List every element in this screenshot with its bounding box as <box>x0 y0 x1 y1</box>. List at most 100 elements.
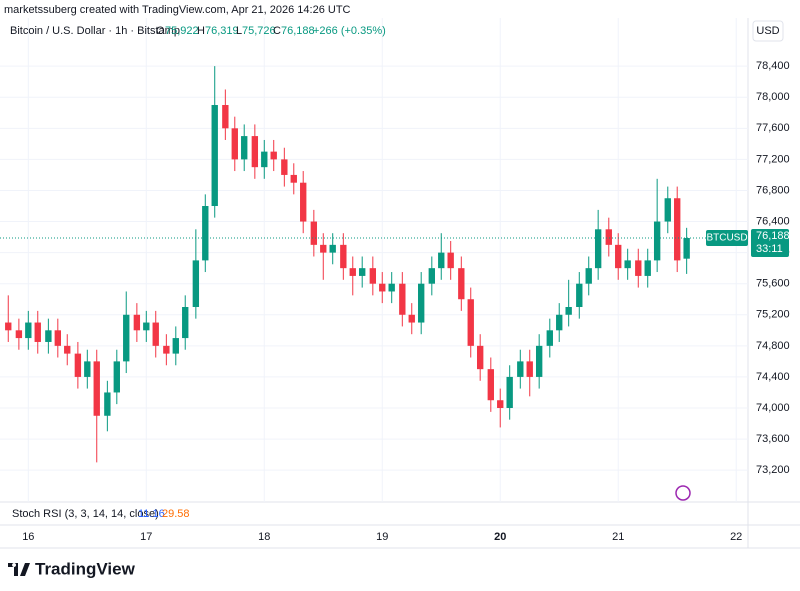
candle-body <box>54 330 61 346</box>
candle-body <box>535 345 543 377</box>
y-tick-label: 74,400 <box>756 371 790 383</box>
candle-body <box>399 283 406 315</box>
symbol: Bitcoin / U.S. Dollar · 1h · Bitstamp <box>10 25 180 37</box>
y-tick-label: 73,600 <box>756 433 790 445</box>
header: marketssuberg created with TradingView.c… <box>4 4 351 16</box>
candle-body <box>565 307 572 315</box>
candle-body <box>172 338 179 354</box>
candle-body <box>64 345 71 354</box>
x-tick-label: 21 <box>612 531 624 543</box>
high-value: 76,319 <box>205 25 239 37</box>
candle-body <box>133 314 141 331</box>
y-tick-label: 78,400 <box>756 60 790 72</box>
currency-button[interactable] <box>752 20 784 42</box>
y-tick-label: 73,200 <box>756 464 790 476</box>
brand-name: TradingView <box>35 559 136 578</box>
candle-body <box>497 400 504 408</box>
y-tick-label: 76,800 <box>756 184 790 196</box>
x-tick-label: 18 <box>258 531 270 543</box>
y-tick-label: 77,200 <box>756 153 790 165</box>
candle-body <box>653 221 661 261</box>
low-label: L <box>236 25 242 37</box>
candle-body <box>408 314 415 323</box>
low-value: 75,726 <box>242 25 276 37</box>
candle-body <box>487 369 494 401</box>
y-tick-label: 76,400 <box>756 215 790 227</box>
price-tag-value: 76,188 <box>756 230 790 242</box>
candle-body <box>222 105 229 129</box>
candle-body <box>202 206 209 261</box>
candle-body <box>261 151 268 168</box>
currency: USD <box>756 25 779 37</box>
candle-body <box>467 299 474 346</box>
change: +266 (+0.35%) <box>313 25 386 37</box>
candle-body <box>15 330 23 339</box>
candle-body <box>113 361 120 393</box>
candle-body <box>320 244 327 253</box>
x-tick-label: 20 <box>494 531 506 543</box>
candle-body <box>418 283 425 323</box>
candle-body <box>300 182 307 222</box>
stoch-k: 11.16 <box>138 508 165 520</box>
candle-body <box>546 330 553 346</box>
candle-body <box>74 353 82 377</box>
open-value: 75,922 <box>165 25 199 37</box>
candle-body <box>359 268 366 276</box>
candle-body <box>506 376 513 408</box>
y-tick-label: 77,600 <box>756 122 790 134</box>
candle-body <box>476 345 484 370</box>
close-value: 76,188 <box>281 25 315 37</box>
symbol-tag-text: BTCUSD <box>706 233 747 244</box>
indicator-name: Stoch RSI (3, 3, 14, 14, close) <box>12 508 159 520</box>
candle-body <box>34 322 41 342</box>
candle-body <box>517 361 524 377</box>
symbol-tag <box>706 230 748 247</box>
candle-body <box>585 268 592 284</box>
candle-body <box>594 229 602 269</box>
candles <box>5 66 690 463</box>
candle-body <box>458 268 465 300</box>
candle-body <box>349 268 356 276</box>
x-tick-label: 22 <box>730 531 742 543</box>
candle-body <box>93 361 100 416</box>
candle-body <box>576 283 583 308</box>
candle-body <box>556 314 563 331</box>
x-tick-label: 19 <box>376 531 388 543</box>
candle-body <box>369 268 377 284</box>
high-label: H <box>197 25 205 37</box>
candle-body <box>644 260 651 276</box>
candle-body <box>447 252 454 269</box>
candle-body <box>143 322 150 331</box>
price-tag <box>751 229 789 258</box>
brand-icon <box>8 563 30 576</box>
candle-body <box>624 260 631 269</box>
candle-body <box>329 244 336 253</box>
candle-body <box>674 198 681 261</box>
y-tick-label: 74,800 <box>756 340 790 352</box>
y-tick-label: 75,600 <box>756 278 790 290</box>
candle-body <box>615 244 622 269</box>
candle-body <box>340 244 347 269</box>
candle-body <box>526 361 533 377</box>
candle-body <box>152 322 159 346</box>
candle-body <box>5 322 12 331</box>
candle-body <box>605 229 612 245</box>
candle-body <box>251 136 259 168</box>
logo-icon <box>675 485 691 501</box>
candle-body <box>25 322 32 339</box>
candle-body <box>290 174 297 183</box>
x-tick-label: 17 <box>140 531 152 543</box>
candle-body <box>241 136 248 160</box>
candle-body <box>163 345 170 354</box>
candle-body <box>182 307 189 339</box>
candle-body <box>270 151 277 160</box>
candle-body <box>664 198 671 222</box>
candle-body <box>281 159 288 175</box>
icon[interactable] <box>675 485 691 501</box>
y-tick-label: 74,000 <box>756 402 790 414</box>
y-tick-label: 78,000 <box>756 91 790 103</box>
candle-body <box>104 392 111 416</box>
stoch-d: 29.58 <box>162 508 190 520</box>
